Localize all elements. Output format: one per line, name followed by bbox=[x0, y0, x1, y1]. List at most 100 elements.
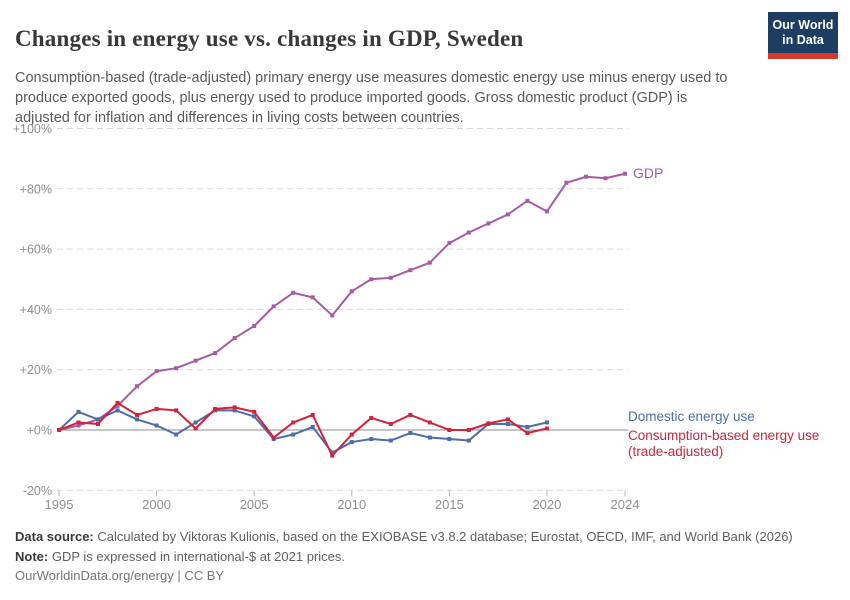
data-point-marker bbox=[232, 405, 237, 410]
y-tick-label: +80% bbox=[20, 182, 52, 196]
y-tick-label: -20% bbox=[23, 484, 52, 498]
data-point-marker bbox=[310, 412, 315, 417]
data-point-marker bbox=[466, 428, 471, 432]
series-end-label[interactable]: GDP bbox=[633, 165, 663, 181]
data-point-marker bbox=[525, 198, 530, 203]
data-point-marker bbox=[349, 440, 354, 445]
license-label: CC BY bbox=[184, 568, 225, 583]
y-tick-label: +20% bbox=[20, 363, 52, 377]
data-point-marker bbox=[252, 323, 257, 328]
data-point-marker bbox=[154, 423, 159, 428]
data-point-marker bbox=[564, 180, 569, 185]
data-point-marker bbox=[135, 417, 140, 422]
data-point-marker bbox=[388, 275, 393, 280]
domestic-energy-line[interactable] bbox=[58, 409, 548, 454]
series-end-label[interactable]: (trade-adjusted) bbox=[628, 444, 723, 459]
data-point-marker bbox=[115, 400, 120, 405]
y-tick-label: +40% bbox=[20, 303, 52, 317]
x-tick-label: 2010 bbox=[337, 497, 366, 512]
data-point-marker bbox=[447, 428, 452, 432]
data-point-marker bbox=[349, 289, 354, 294]
data-point-marker bbox=[232, 408, 237, 413]
data-point-marker bbox=[388, 421, 393, 426]
data-source-text: Calculated by Viktoras Kulionis, based o… bbox=[97, 529, 793, 544]
data-point-marker bbox=[252, 409, 257, 414]
data-point-marker bbox=[193, 426, 198, 431]
data-point-marker bbox=[544, 209, 549, 214]
series-end-label[interactable]: Consumption-based energy use bbox=[628, 428, 819, 443]
data-point-marker bbox=[603, 176, 608, 181]
owid-logo-line2: in Data bbox=[782, 33, 824, 47]
data-point-marker bbox=[330, 450, 335, 455]
owid-url-link[interactable]: OurWorldinData.org/energy bbox=[15, 568, 174, 583]
x-tick-label: 2024 bbox=[611, 497, 640, 512]
data-point-marker bbox=[193, 420, 198, 425]
data-point-marker bbox=[622, 171, 627, 176]
data-point-marker bbox=[271, 304, 276, 309]
data-point-marker bbox=[427, 260, 432, 265]
x-tick-label: 2015 bbox=[435, 497, 464, 512]
data-point-marker bbox=[369, 415, 374, 420]
data-point-marker bbox=[369, 437, 374, 442]
owid-logo-box: Our World in Data bbox=[768, 12, 838, 53]
data-point-marker bbox=[505, 417, 510, 422]
x-tick-label: 2000 bbox=[142, 497, 171, 512]
data-point-marker bbox=[57, 428, 61, 432]
data-point-marker bbox=[135, 384, 140, 389]
data-point-marker bbox=[213, 406, 218, 411]
data-point-marker bbox=[408, 412, 413, 417]
owid-logo[interactable]: Our World in Data bbox=[768, 12, 838, 59]
data-point-marker bbox=[525, 424, 530, 429]
data-point-marker bbox=[525, 431, 530, 436]
data-point-marker bbox=[291, 290, 296, 295]
consumption-energy-line[interactable] bbox=[58, 401, 548, 457]
x-tick-label: 1995 bbox=[45, 497, 74, 512]
data-point-marker bbox=[466, 230, 471, 235]
data-point-marker bbox=[193, 358, 198, 363]
data-point-marker bbox=[174, 366, 179, 371]
data-point-marker bbox=[427, 435, 432, 440]
series-end-label[interactable]: Domestic energy use bbox=[628, 409, 755, 424]
data-point-marker bbox=[213, 351, 218, 356]
note-text: GDP is expressed in international-$ at 2… bbox=[51, 548, 345, 564]
data-point-marker bbox=[174, 408, 179, 413]
data-point-marker bbox=[96, 421, 101, 426]
data-point-marker bbox=[76, 423, 81, 428]
chart-footer: Data source: Calculated by Viktoras Kuli… bbox=[15, 527, 835, 586]
owid-logo-stripe bbox=[768, 53, 838, 59]
data-point-marker bbox=[544, 420, 549, 425]
data-point-marker bbox=[115, 403, 120, 408]
data-point-marker bbox=[291, 420, 296, 425]
data-point-marker bbox=[174, 432, 179, 437]
note-label: Note: bbox=[15, 548, 49, 564]
y-tick-label: +100% bbox=[13, 122, 52, 136]
x-tick-label: 2020 bbox=[532, 497, 561, 512]
data-point-marker bbox=[310, 424, 315, 429]
y-tick-label: +60% bbox=[20, 243, 52, 257]
data-point-marker bbox=[466, 438, 471, 443]
y-tick-label: +0% bbox=[27, 424, 52, 438]
data-point-marker bbox=[486, 221, 491, 226]
page-title: Changes in energy use vs. changes in GDP… bbox=[15, 26, 524, 52]
chart-subtitle: Consumption-based (trade-adjusted) prima… bbox=[15, 69, 728, 126]
data-point-marker bbox=[388, 438, 393, 443]
owid-logo-line1: Our World bbox=[772, 18, 834, 32]
data-point-marker bbox=[291, 432, 296, 437]
gdp-line[interactable] bbox=[58, 172, 626, 431]
data-point-marker bbox=[271, 435, 276, 440]
data-point-marker bbox=[505, 212, 510, 217]
data-point-marker bbox=[232, 336, 237, 341]
data-point-marker bbox=[486, 421, 491, 426]
data-point-marker bbox=[349, 432, 354, 437]
data-point-marker bbox=[96, 417, 101, 422]
data-point-marker bbox=[115, 408, 120, 413]
data-point-marker bbox=[76, 420, 81, 425]
data-point-marker bbox=[154, 406, 159, 411]
data-point-marker bbox=[76, 409, 81, 414]
data-point-marker bbox=[369, 277, 374, 282]
x-tick-label: 2005 bbox=[240, 497, 269, 512]
data-point-marker bbox=[252, 414, 257, 419]
data-point-marker bbox=[330, 313, 335, 318]
